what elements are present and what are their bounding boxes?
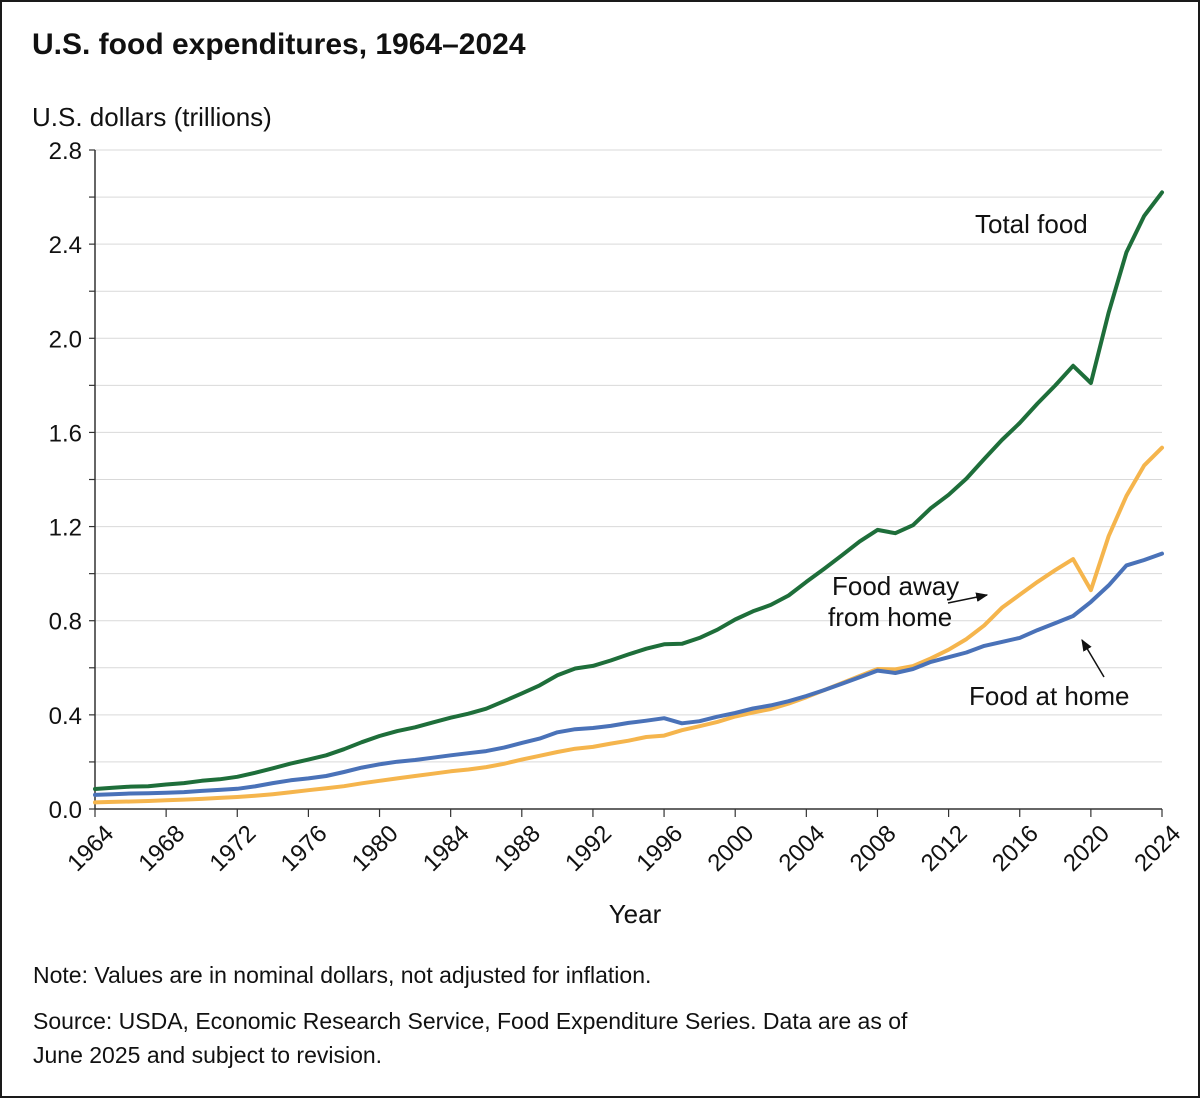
food-away-arrow bbox=[947, 592, 989, 604]
x-tick-label: 2012 bbox=[916, 820, 973, 877]
x-tick-label: 2020 bbox=[1058, 820, 1115, 877]
y-tick-label: 2.0 bbox=[49, 326, 82, 353]
series-line-total-food bbox=[93, 190, 1164, 791]
y-tick-label: 1.2 bbox=[49, 515, 82, 542]
x-tick-label: 2024 bbox=[1129, 820, 1186, 877]
food-away-label-line2: from home bbox=[828, 602, 952, 632]
x-tick-label: 2000 bbox=[702, 820, 759, 877]
total-food-label: Total food bbox=[975, 209, 1088, 239]
chart-title: U.S. food expenditures, 1964–2024 bbox=[32, 28, 526, 61]
y-axis-ticks: 0.0 0.4 0.8 1.2 1.6 2.0 2.4 2.8 bbox=[49, 138, 95, 824]
x-tick-label: 1976 bbox=[276, 820, 333, 877]
x-tick-label: 1984 bbox=[418, 820, 475, 877]
y-tick-label: 2.4 bbox=[49, 232, 82, 259]
food-at-home-label: Food at home bbox=[969, 681, 1129, 711]
source-text-line1: Source: USDA, Economic Research Service,… bbox=[33, 1008, 908, 1034]
x-tick-label: 2004 bbox=[774, 820, 831, 877]
food-at-home-arrow bbox=[1081, 638, 1105, 678]
y-tick-label: 2.8 bbox=[49, 138, 82, 165]
y-tick-label: 0.8 bbox=[49, 609, 82, 636]
source-text-line2: June 2025 and subject to revision. bbox=[33, 1042, 383, 1068]
x-tick-label: 1988 bbox=[489, 820, 546, 877]
x-tick-label: 1972 bbox=[205, 820, 262, 877]
series-group bbox=[93, 190, 1164, 805]
x-axis-title: Year bbox=[609, 899, 662, 929]
x-tick-label: 1964 bbox=[62, 820, 119, 877]
gridlines bbox=[95, 149, 1162, 763]
food-away-label-line1: Food away bbox=[832, 571, 959, 601]
x-tick-label: 1980 bbox=[347, 820, 404, 877]
x-axis-ticks: 1964 1968 1972 1976 1980 1984 1988 1992 1996 2000… bbox=[62, 809, 1186, 877]
x-tick-label: 1996 bbox=[631, 820, 688, 877]
x-tick-label: 2008 bbox=[845, 820, 902, 877]
y-tick-label: 0.0 bbox=[49, 797, 82, 824]
x-tick-label: 1968 bbox=[133, 820, 190, 877]
y-axis-unit-label: U.S. dollars (trillions) bbox=[32, 102, 272, 132]
note-text: Note: Values are in nominal dollars, not… bbox=[33, 962, 652, 988]
x-tick-label: 1992 bbox=[560, 820, 617, 877]
x-tick-label: 2016 bbox=[987, 820, 1044, 877]
series-line-food-at-home bbox=[93, 551, 1164, 797]
y-tick-label: 1.6 bbox=[49, 420, 82, 447]
series-line-food-away-from-home bbox=[93, 445, 1164, 805]
y-tick-label: 0.4 bbox=[49, 703, 82, 730]
